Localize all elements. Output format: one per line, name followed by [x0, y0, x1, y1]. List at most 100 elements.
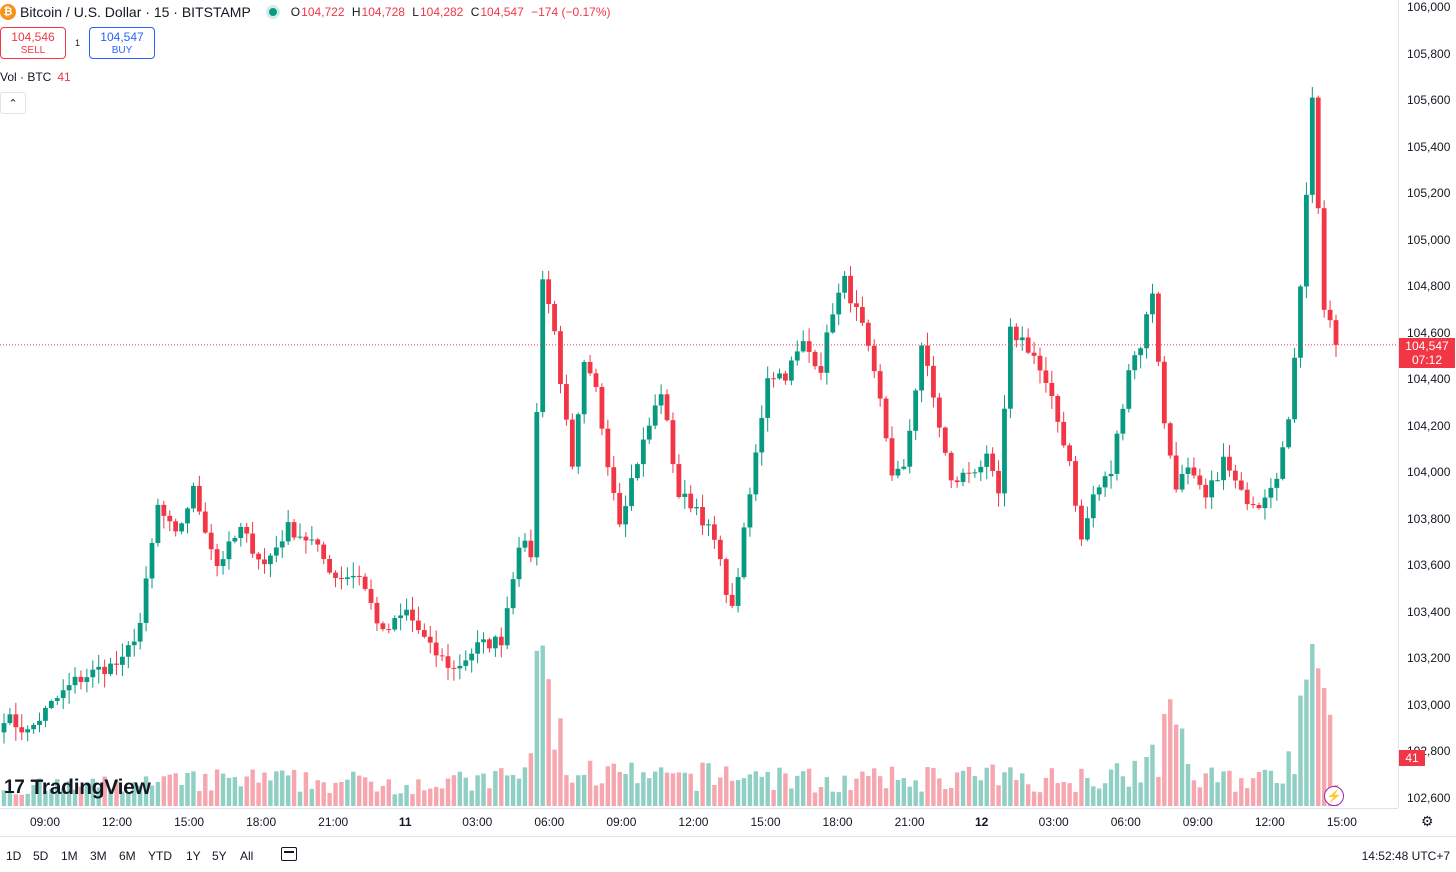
candle-body — [268, 555, 273, 565]
time-tick-label: 09:00 — [606, 815, 637, 829]
volume-bar — [966, 766, 972, 806]
sell-button[interactable]: 104,546 SELL — [0, 27, 66, 59]
time-tick-label: 18:00 — [246, 815, 277, 829]
candle-body — [350, 575, 356, 578]
range-1m-button[interactable]: 1M — [61, 849, 78, 863]
candle-body — [90, 669, 96, 678]
candle-body — [285, 522, 291, 542]
candle-body — [800, 341, 806, 352]
range-5y-button[interactable]: 5Y — [212, 849, 227, 863]
candle-body — [1008, 326, 1013, 409]
volume-bar — [161, 776, 167, 806]
volume-bar — [380, 786, 386, 806]
candle-body — [368, 588, 374, 603]
volume-bar — [439, 788, 445, 806]
volume-bar — [617, 771, 622, 806]
range-3m-button[interactable]: 3M — [90, 849, 107, 863]
candle-body — [1019, 337, 1025, 341]
range-all-button[interactable]: All — [240, 849, 254, 863]
clock[interactable]: 14:52:48 UTC+7 — [1361, 849, 1450, 863]
price-axis[interactable]: 106,000 105,800 105,600 105,400 105,200 105,0… — [1398, 0, 1456, 808]
volume-bar — [581, 774, 587, 806]
volume-bar — [753, 771, 759, 806]
range-5d-button[interactable]: 5D — [33, 849, 49, 863]
time-tick-label: 12:00 — [678, 815, 709, 829]
candle-body — [990, 453, 996, 471]
volume-bar — [872, 768, 877, 806]
candle-body — [712, 524, 717, 540]
volume-bar — [1209, 767, 1214, 806]
volume-bar — [1286, 751, 1291, 806]
candle-body — [43, 707, 48, 721]
chevron-up-icon[interactable]: ⌃ — [0, 92, 26, 114]
candle-body — [759, 417, 765, 453]
bitcoin-icon: ₿ — [0, 4, 16, 20]
price-tick-label: 104,800 — [1407, 279, 1451, 293]
volume-bar — [1108, 769, 1114, 806]
candle-body — [120, 656, 125, 665]
volume-bar — [244, 776, 249, 806]
candle-body — [416, 620, 421, 631]
volume-bar — [943, 788, 948, 806]
candle-body — [72, 676, 78, 686]
volume-bar — [836, 792, 841, 806]
price-tick-label: 103,400 — [1407, 604, 1451, 619]
candle-body — [303, 536, 309, 541]
calendar-range-icon[interactable] — [281, 847, 297, 861]
volume-bar — [487, 788, 492, 806]
candle-body — [635, 464, 640, 479]
range-1d-button[interactable]: 1D — [6, 849, 22, 863]
volume-bar — [149, 785, 155, 806]
volume-bar — [978, 780, 983, 806]
candle-body — [66, 685, 72, 691]
volume-legend[interactable]: Vol · BTC 41 — [0, 70, 71, 84]
volume-bar — [540, 645, 545, 806]
volume-bar — [392, 794, 397, 806]
volume-bar — [66, 781, 72, 806]
volume-bar — [1292, 774, 1297, 806]
spread-value: 1 — [75, 38, 81, 48]
candle-body — [1309, 97, 1315, 195]
time-tick-label: 12:00 — [1254, 815, 1285, 829]
volume-bar — [179, 785, 184, 806]
range-1y-button[interactable]: 1Y — [186, 849, 201, 863]
volume-bar — [457, 771, 463, 806]
time-tick-label: 11 — [398, 815, 412, 829]
candle-body — [1280, 447, 1286, 479]
flash-icon[interactable]: ⚡ — [1324, 786, 1344, 806]
volume-bar — [463, 777, 468, 806]
candle-body — [1238, 480, 1244, 490]
chart-pane[interactable] — [0, 0, 1398, 808]
market-status-icon[interactable] — [268, 8, 277, 16]
bottom-toolbar: 1D 5D 1M 3M 6M YTD 1Y 5Y All 14:52:48 UT… — [0, 836, 1456, 872]
tradingview-logo[interactable]: 17 TradingView — [4, 776, 151, 800]
candlestick-chart[interactable] — [0, 0, 1398, 808]
volume-bar — [291, 769, 297, 806]
range-6m-button[interactable]: 6M — [119, 849, 136, 863]
candle-body — [1268, 487, 1274, 498]
candle-body — [1132, 355, 1138, 371]
candle-body — [860, 307, 865, 323]
range-ytd-button[interactable]: YTD — [148, 849, 172, 863]
volume-bar — [1043, 777, 1049, 806]
volume-bar — [919, 791, 924, 806]
time-axis[interactable]: 09:00 12:00 15:00 18:00 21:00 11 03:00 06:00 09:… — [0, 808, 1398, 837]
sell-price: 104,546 — [11, 30, 55, 44]
candle-body — [812, 351, 818, 367]
high-value: 104,728 — [361, 5, 405, 19]
bar-countdown: 07:12 — [1411, 352, 1443, 367]
volume-bar — [848, 790, 853, 806]
volume-bar — [19, 794, 24, 806]
buy-button[interactable]: 104,547 BUY — [89, 27, 155, 59]
gear-icon[interactable]: ⚙ — [1421, 813, 1434, 829]
volume-bar — [90, 778, 95, 806]
symbol-title[interactable]: Bitcoin / U.S. Dollar · 15 · BITSTAMP — [20, 4, 251, 20]
candle-body — [629, 478, 634, 507]
volume-bar — [806, 768, 812, 806]
volume-bar — [759, 776, 764, 806]
candle-body — [883, 398, 889, 439]
price-tick-label: 103,200 — [1407, 651, 1451, 665]
volume-bar — [274, 771, 279, 806]
candle-body — [179, 523, 184, 532]
volume-bar — [493, 771, 498, 806]
